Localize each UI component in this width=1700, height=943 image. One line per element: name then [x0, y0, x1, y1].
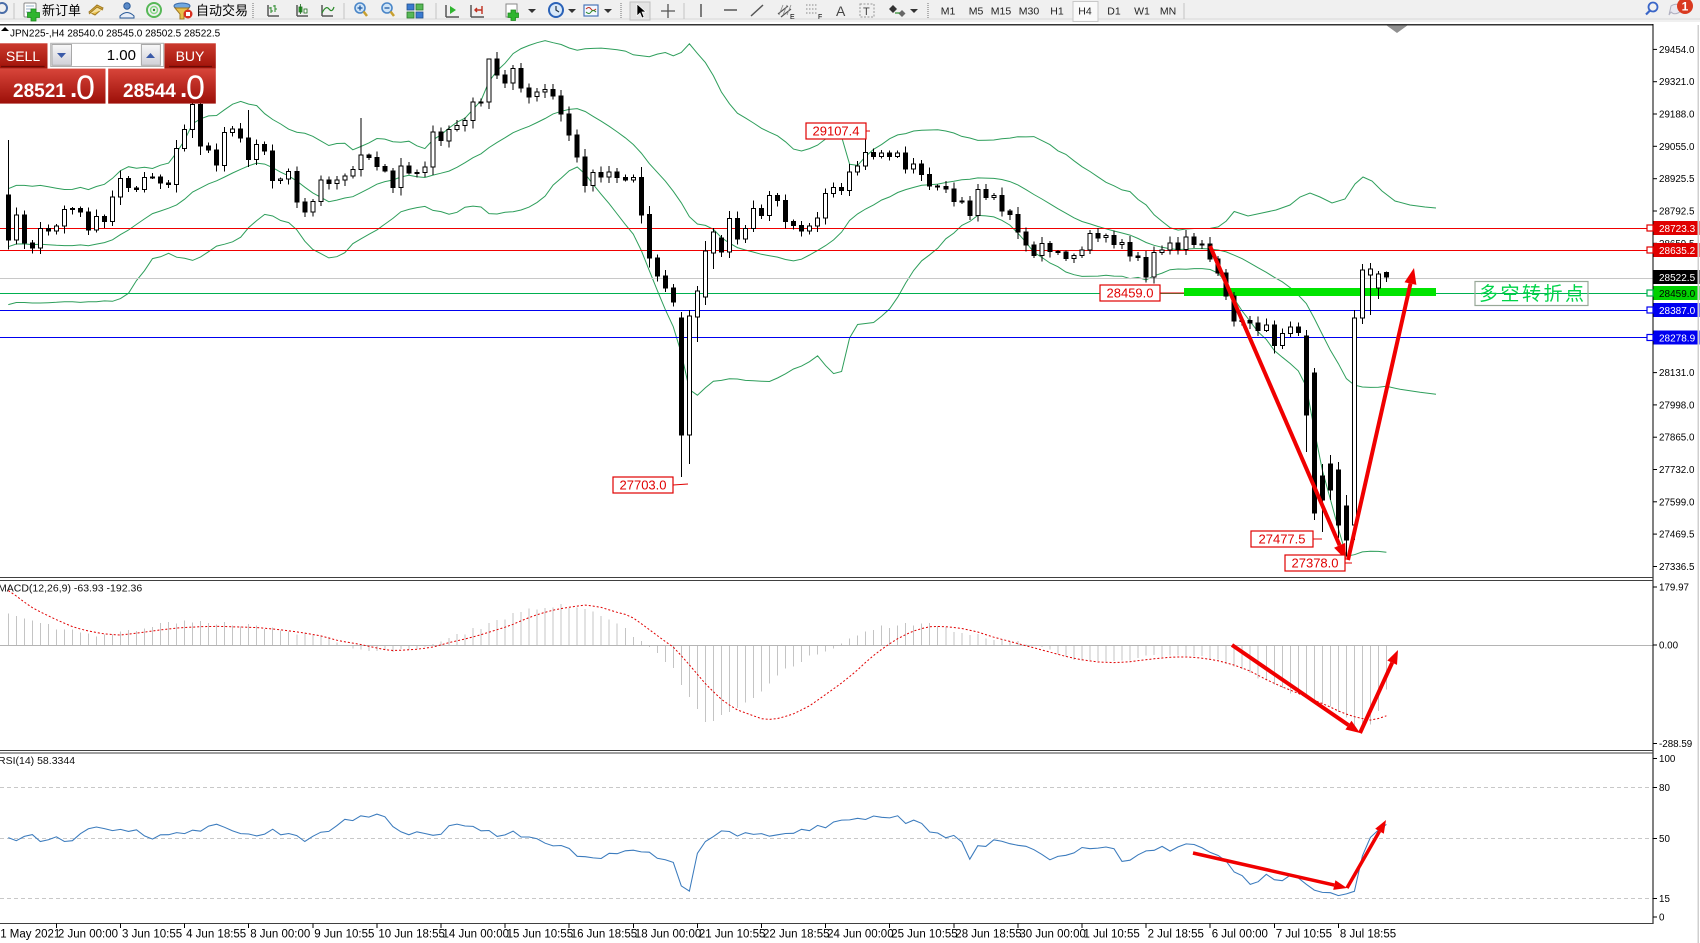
svg-text:MN: MN	[1160, 6, 1176, 18]
svg-text:27378.0: 27378.0	[1292, 556, 1339, 571]
svg-text:179.97: 179.97	[1659, 583, 1689, 594]
svg-text:27469.5: 27469.5	[1659, 530, 1695, 541]
svg-text:新订单: 新订单	[42, 3, 81, 18]
svg-text:M15: M15	[991, 6, 1012, 18]
svg-text:25 Jun 10:55: 25 Jun 10:55	[891, 929, 958, 941]
svg-text:29055.0: 29055.0	[1659, 142, 1695, 153]
svg-text:M5: M5	[969, 6, 984, 18]
svg-text:28635.2: 28635.2	[1659, 246, 1696, 257]
svg-text:29107.4: 29107.4	[813, 124, 860, 139]
svg-text:H4: H4	[1078, 6, 1092, 18]
svg-text:3 Jun 10:55: 3 Jun 10:55	[122, 929, 182, 941]
svg-text:27732.0: 27732.0	[1659, 465, 1695, 476]
svg-text:18 Jun 00:00: 18 Jun 00:00	[635, 929, 702, 941]
svg-text:-288.59: -288.59	[1659, 739, 1692, 750]
svg-text:28 Jun 18:55: 28 Jun 18:55	[955, 929, 1022, 941]
svg-text:100: 100	[1659, 754, 1676, 765]
svg-text:22 Jun 18:55: 22 Jun 18:55	[763, 929, 830, 941]
svg-text:BUY: BUY	[176, 48, 205, 64]
svg-text:6 Jul 00:00: 6 Jul 00:00	[1212, 929, 1268, 941]
svg-text:0.00: 0.00	[1659, 641, 1679, 652]
svg-text:29188.0: 29188.0	[1659, 110, 1695, 121]
svg-text:28522.5: 28522.5	[1659, 273, 1696, 284]
svg-text:28278.9: 28278.9	[1659, 334, 1696, 345]
svg-text:27865.0: 27865.0	[1659, 433, 1695, 444]
svg-text:2 Jun 00:00: 2 Jun 00:00	[58, 929, 118, 941]
svg-text:2 Jul 18:55: 2 Jul 18:55	[1148, 929, 1204, 941]
svg-text:28131.0: 28131.0	[1659, 368, 1695, 379]
svg-text:8 Jul 18:55: 8 Jul 18:55	[1340, 929, 1396, 941]
svg-text:H1: H1	[1050, 6, 1064, 18]
svg-text:29454.0: 29454.0	[1659, 45, 1695, 56]
svg-text:28521: 28521	[13, 81, 66, 102]
svg-text:MACD(12,26,9) -63.93 -192.36: MACD(12,26,9) -63.93 -192.36	[0, 583, 142, 595]
svg-text:29321.0: 29321.0	[1659, 77, 1695, 88]
svg-text:4 Jun 18:55: 4 Jun 18:55	[186, 929, 246, 941]
svg-text:0: 0	[1659, 913, 1665, 924]
svg-text:28459.0: 28459.0	[1107, 286, 1154, 301]
svg-text:21 Jun 10:55: 21 Jun 10:55	[699, 929, 766, 941]
svg-text:28925.5: 28925.5	[1659, 174, 1695, 185]
svg-text:1: 1	[1682, 0, 1689, 14]
svg-text:10 Jun 18:55: 10 Jun 18:55	[378, 929, 445, 941]
svg-text:28723.3: 28723.3	[1659, 224, 1696, 235]
svg-text:28459.0: 28459.0	[1659, 289, 1696, 300]
svg-text:M30: M30	[1019, 6, 1040, 18]
svg-text:28544: 28544	[123, 81, 176, 102]
svg-text:7 Jul 10:55: 7 Jul 10:55	[1276, 929, 1332, 941]
svg-text:14 Jun 00:00: 14 Jun 00:00	[443, 929, 510, 941]
svg-text:27599.0: 27599.0	[1659, 497, 1695, 508]
svg-text:1 Jul 10:55: 1 Jul 10:55	[1084, 929, 1140, 941]
svg-text:28792.5: 28792.5	[1659, 207, 1695, 218]
svg-text:27998.0: 27998.0	[1659, 400, 1695, 411]
svg-text:15 Jun 10:55: 15 Jun 10:55	[507, 929, 574, 941]
svg-text:30 Jun 00:00: 30 Jun 00:00	[1019, 929, 1086, 941]
svg-text:9 Jun 10:55: 9 Jun 10:55	[314, 929, 374, 941]
svg-text:24 Jun 00:00: 24 Jun 00:00	[827, 929, 894, 941]
svg-text:15: 15	[1659, 894, 1670, 905]
svg-text:E: E	[790, 14, 795, 21]
svg-text:多空转折点: 多空转折点	[1479, 283, 1587, 305]
svg-text:W1: W1	[1134, 6, 1150, 18]
svg-text:50: 50	[1659, 834, 1670, 845]
svg-text:SELL: SELL	[6, 48, 40, 64]
svg-text:自动交易: 自动交易	[196, 3, 248, 18]
svg-text:.: .	[70, 73, 77, 103]
svg-text:28387.0: 28387.0	[1659, 306, 1696, 317]
svg-text:0: 0	[76, 69, 95, 107]
svg-text:F: F	[818, 14, 822, 21]
svg-text:8 Jun 00:00: 8 Jun 00:00	[250, 929, 310, 941]
svg-text:31 May 2021: 31 May 2021	[0, 929, 60, 941]
svg-text:A: A	[836, 3, 846, 19]
svg-text:RSI(14) 58.3344: RSI(14) 58.3344	[0, 755, 75, 767]
svg-text:1.00: 1.00	[107, 47, 136, 64]
svg-text:T: T	[863, 6, 870, 18]
svg-text:27336.5: 27336.5	[1659, 562, 1695, 573]
svg-text:80: 80	[1659, 783, 1670, 794]
svg-text:D1: D1	[1107, 6, 1121, 18]
svg-text:16 Jun 18:55: 16 Jun 18:55	[571, 929, 638, 941]
svg-text:27703.0: 27703.0	[620, 478, 667, 493]
svg-text:.: .	[180, 73, 187, 103]
svg-text:JPN225-,H4 28540.0 28545.0 28: JPN225-,H4 28540.0 28545.0 28502.5 28522…	[10, 29, 221, 40]
svg-text:M1: M1	[941, 6, 956, 18]
svg-text:27477.5: 27477.5	[1259, 532, 1306, 547]
svg-text:0: 0	[186, 69, 205, 107]
